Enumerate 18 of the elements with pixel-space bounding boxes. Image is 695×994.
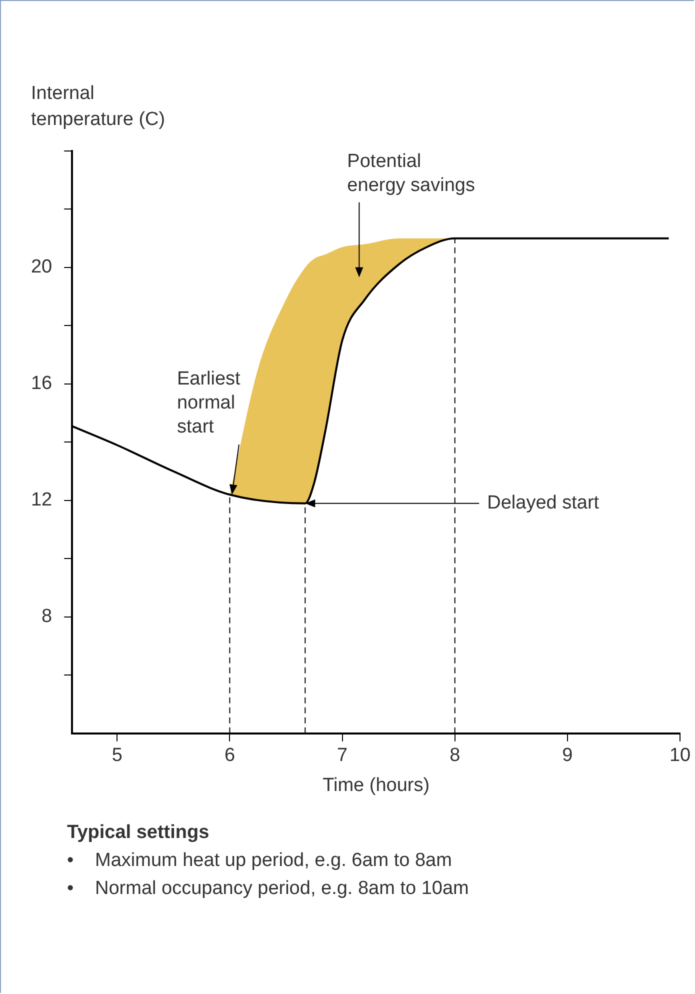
x-tick-label: 9 <box>562 745 573 766</box>
y-tick-label: 12 <box>30 490 52 511</box>
x-tick-label: 6 <box>224 745 236 766</box>
annotation: Potential energy savings <box>347 151 475 196</box>
x-axis-title: Time (hours) <box>322 774 430 796</box>
x-tick-label: 7 <box>337 745 348 766</box>
annotation: Earliest normal start <box>176 368 242 438</box>
text: Typical settings <box>67 821 210 845</box>
x-tick-label: 8 <box>450 745 460 766</box>
annotation: Delayed start <box>487 492 600 514</box>
y-axis-title: Internal temperature (C) <box>31 82 166 132</box>
y-tick-label: 8 <box>42 606 52 628</box>
text: • Maximum heat up period, e.g. 6am to 8am <box>67 849 452 873</box>
x-tick-label: 10 <box>669 745 691 766</box>
x-tick-label: 5 <box>112 745 122 766</box>
y-tick-label: 20 <box>30 256 52 278</box>
text: • Normal occupancy period, e.g. 8am to 10am <box>67 877 469 901</box>
y-tick-label: 16 <box>30 373 52 394</box>
